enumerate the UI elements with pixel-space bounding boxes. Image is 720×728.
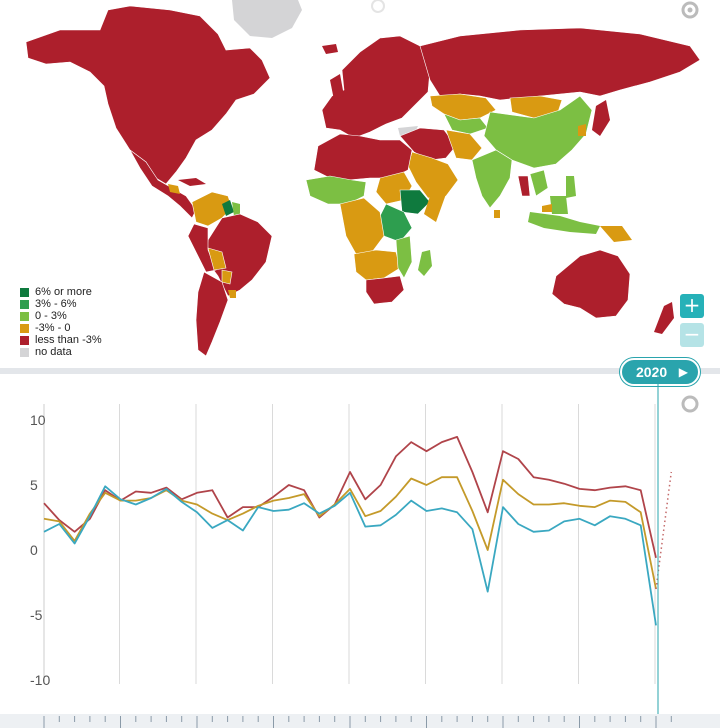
region-borneo[interactable] [550,196,568,214]
legend-swatch [20,287,29,297]
legend-label: 0 - 3% [35,310,67,322]
world-map-panel: 6% or more 3% - 6% 0 - 3% -3% - 0 less than… [0,0,720,368]
region-png[interactable] [600,226,632,242]
legend-swatch [20,311,29,321]
region-greenland[interactable] [232,0,302,38]
projection-line [655,471,673,590]
region-korea[interactable] [578,124,586,136]
region-saudi-arabia[interactable] [407,151,459,199]
zoom-out-button[interactable]: − [680,323,704,347]
region-suriname[interactable] [232,202,240,216]
legend-label: -3% - 0 [35,322,71,334]
y-tick-label: -10 [30,672,50,688]
gear-icon[interactable] [681,1,699,19]
legend-label: 6% or more [35,286,92,298]
region-somalia[interactable] [424,194,446,222]
panel-divider[interactable] [0,368,720,374]
region-central-orange[interactable] [168,184,180,194]
y-tick-label: -5 [30,607,43,623]
y-tick-label: 10 [30,412,46,428]
region-uk[interactable] [330,74,344,100]
region-north-africa[interactable] [313,133,413,181]
gear-icon-faint [371,0,385,13]
year-label: 2020 [636,364,668,380]
region-southeast-asia[interactable] [529,169,549,197]
region-paraguay[interactable] [221,269,233,285]
region-north-america[interactable] [25,5,271,185]
legend-item: less than -3% [20,334,102,346]
region-philippines[interactable] [566,176,576,198]
region-southern-africa[interactable] [365,275,405,305]
x-axis-bar[interactable] [0,714,720,728]
region-guyana[interactable] [222,200,234,216]
legend-label: less than -3% [35,334,102,346]
y-tick-label: 5 [30,477,38,493]
region-argentina-chile[interactable] [195,271,229,357]
region-ethiopia[interactable] [399,189,431,215]
region-central-america[interactable] [129,149,197,219]
region-thailand[interactable] [517,175,531,197]
legend-swatch [20,347,29,357]
region-malaysia-orange[interactable] [542,204,552,212]
world-map[interactable] [0,0,720,368]
region-indonesia[interactable] [528,212,600,234]
region-sri-lanka[interactable] [494,210,500,218]
zoom-in-button[interactable]: + [680,294,704,318]
map-legend: 6% or more 3% - 6% 0 - 3% -3% - 0 less than… [20,286,102,358]
chart-gear-icon[interactable] [681,395,699,413]
region-tanzania-mozambique[interactable] [395,235,413,279]
region-kazakhstan[interactable] [429,93,497,121]
region-uruguay[interactable] [228,290,236,298]
legend-item: 0 - 3% [20,310,102,322]
region-russia[interactable] [419,27,701,101]
region-peru[interactable] [187,223,217,273]
region-west-africa[interactable] [305,175,367,205]
region-australia[interactable] [551,249,631,319]
region-japan[interactable] [592,100,610,136]
y-tick-label: 0 [30,542,38,558]
region-central-africa[interactable] [339,197,385,255]
series-line[interactable] [43,485,657,626]
legend-item: 3% - 6% [20,298,102,310]
region-new-zealand[interactable] [654,302,674,334]
region-madagascar[interactable] [418,250,432,276]
legend-label: no data [35,346,72,358]
line-chart: 10 5 0 -5 -10 [0,374,720,728]
legend-item: -3% - 0 [20,322,102,334]
legend-swatch [20,299,29,309]
region-iceland[interactable] [322,44,338,54]
legend-item: 6% or more [20,286,102,298]
year-badge[interactable]: 2020 ▶ [620,358,700,386]
legend-item: no data [20,346,102,358]
region-bolivia[interactable] [207,247,227,271]
region-cuba[interactable] [178,178,206,186]
legend-swatch [20,323,29,333]
region-iran-afghan[interactable] [445,129,483,161]
region-europe[interactable] [321,35,431,139]
legend-label: 3% - 6% [35,298,77,310]
play-icon[interactable]: ▶ [678,365,688,379]
region-angola-zambia[interactable] [353,249,401,281]
legend-swatch [20,335,29,345]
region-india[interactable] [471,149,513,209]
series-line[interactable] [43,476,657,590]
series-line[interactable] [43,436,657,558]
